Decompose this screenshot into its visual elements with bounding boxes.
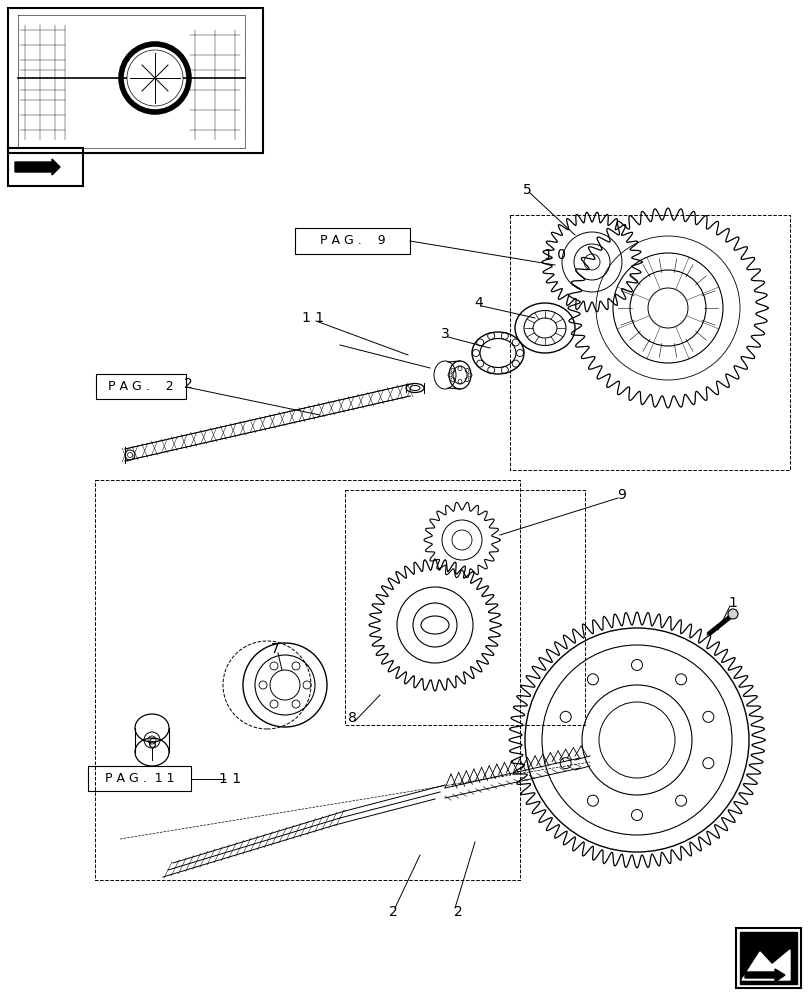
Text: 1 1: 1 1 xyxy=(302,311,324,325)
Text: P A G .    2: P A G . 2 xyxy=(108,380,174,393)
Text: 2: 2 xyxy=(453,905,461,919)
Bar xyxy=(294,228,410,254)
Text: 3: 3 xyxy=(440,327,448,341)
Bar xyxy=(96,374,186,399)
Bar xyxy=(8,148,83,186)
Bar xyxy=(88,766,191,791)
Text: 2: 2 xyxy=(388,905,397,919)
Bar xyxy=(735,928,800,988)
Polygon shape xyxy=(739,932,796,984)
Polygon shape xyxy=(744,969,784,982)
Polygon shape xyxy=(15,159,60,175)
Text: 1: 1 xyxy=(727,596,736,610)
Text: 9: 9 xyxy=(617,488,625,502)
Polygon shape xyxy=(741,950,789,980)
Text: 2: 2 xyxy=(183,377,192,391)
Text: P A G .    9: P A G . 9 xyxy=(320,234,385,247)
Text: 8: 8 xyxy=(347,711,356,725)
Circle shape xyxy=(127,50,182,106)
Text: 1 0: 1 0 xyxy=(543,248,565,262)
Text: 1 1: 1 1 xyxy=(219,772,241,786)
Text: 6: 6 xyxy=(148,737,157,751)
Text: 4: 4 xyxy=(474,296,483,310)
Text: 7: 7 xyxy=(270,642,279,656)
Text: 5: 5 xyxy=(522,183,530,197)
Text: P A G .  1 1: P A G . 1 1 xyxy=(105,772,174,786)
Circle shape xyxy=(727,609,737,619)
Bar xyxy=(8,8,263,153)
